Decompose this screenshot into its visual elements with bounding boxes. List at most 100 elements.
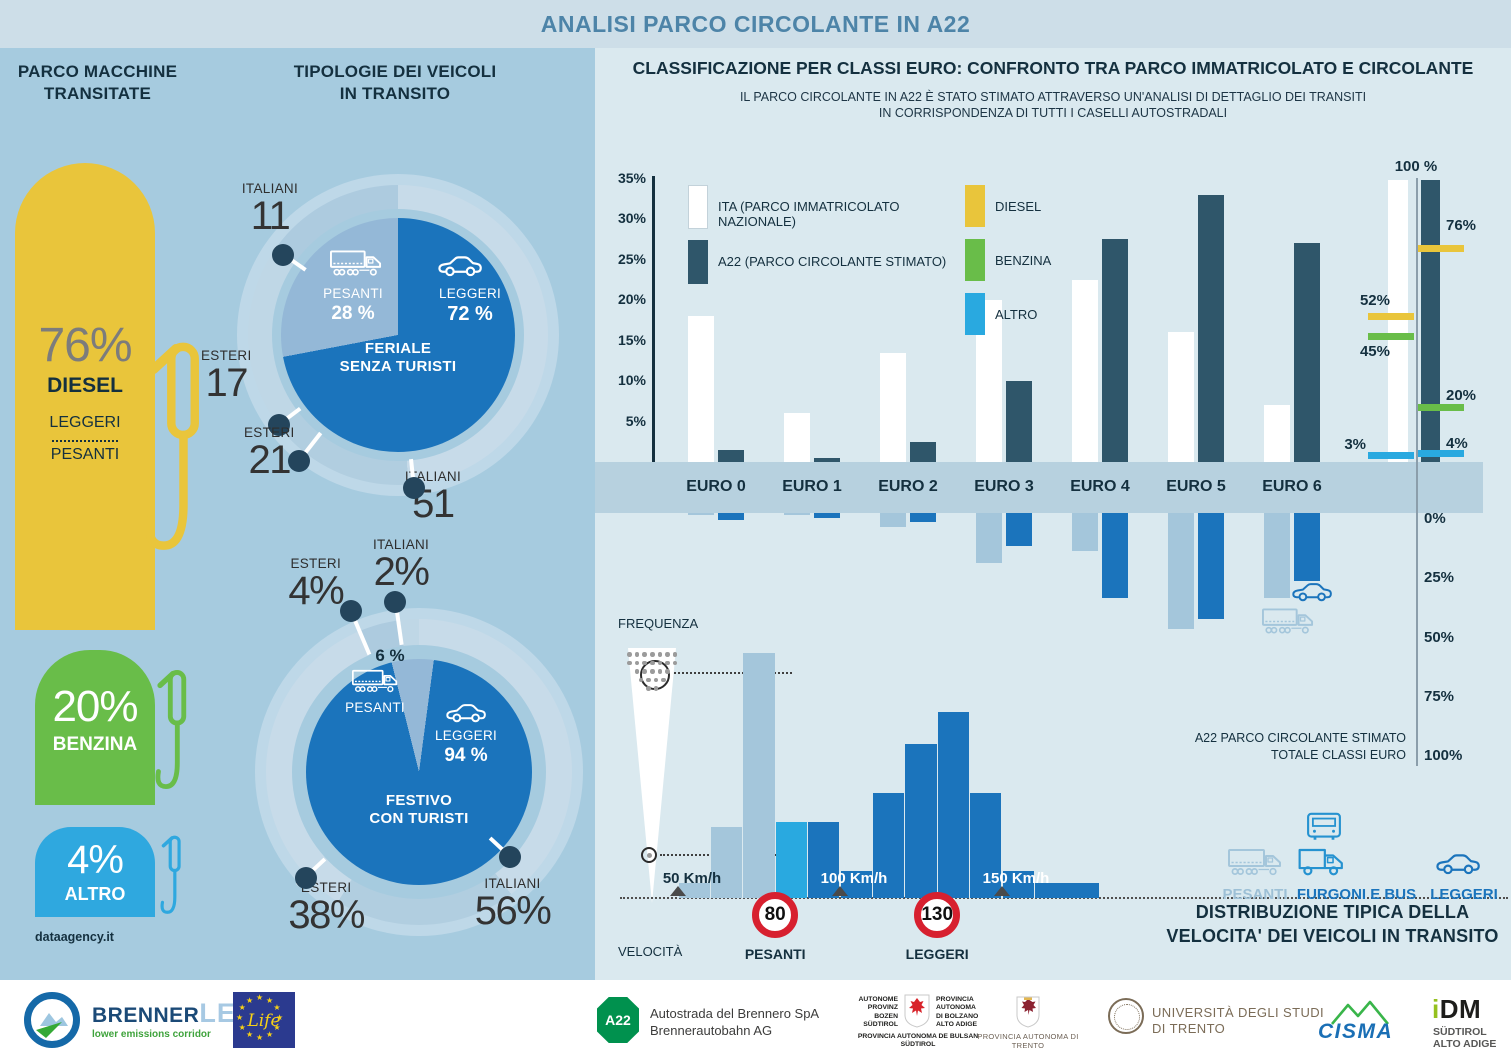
bar-ita	[880, 352, 906, 462]
festivo-pesanti-label: PESANTI	[345, 700, 405, 715]
brennerlec-logo-icon	[24, 992, 80, 1048]
speed-limit-sign: 130	[914, 892, 961, 938]
ring-segment-label: ESTERI 4%	[254, 556, 378, 612]
legend-pesanti-label: PESANTI	[1222, 886, 1288, 903]
bar-ita	[1264, 405, 1290, 462]
life-star-icon: ★	[273, 1003, 281, 1012]
life-star-icon: ★	[236, 1013, 244, 1022]
speed-title-line2: VELOCITA' DEI VEICOLI IN TRANSITO	[1166, 926, 1499, 946]
life-star-icon: ★	[256, 993, 264, 1002]
bar-down-leggeri	[814, 513, 840, 518]
ring-segment-value: 21	[248, 438, 292, 483]
ring-segment-value: 2%	[373, 549, 430, 594]
idm-sub-line2: ALTO ADIGE	[1433, 1038, 1497, 1050]
euro-category-label: EURO 1	[782, 478, 842, 495]
ring-segment-label: ESTERI 21	[207, 425, 331, 481]
euro-y-tick: 25%	[617, 250, 646, 267]
ring-segment-value: 51	[412, 482, 455, 527]
funnel-dot	[653, 677, 659, 683]
ring-segment-dot	[268, 413, 290, 436]
benzina-percent: 20%	[52, 682, 138, 731]
bar-down-pesanti	[1072, 513, 1098, 551]
ring-segment-name: ITALIANI	[372, 536, 430, 552]
divider-dotted	[52, 440, 118, 442]
legend-swatch	[965, 185, 985, 227]
funnel-dot	[650, 660, 655, 666]
ring-segment-label: ITALIANI 56%	[450, 876, 574, 932]
speed-bin	[775, 822, 808, 898]
funnel-dot	[627, 652, 632, 657]
life-star-icon: ★	[256, 1033, 264, 1042]
truck-icon	[330, 248, 382, 278]
bar-a22	[910, 441, 936, 462]
unitn-seal-icon	[1108, 998, 1144, 1034]
legend-leggeri-label: LEGGERI	[1430, 886, 1498, 903]
total-axis-line	[1416, 178, 1418, 766]
life-logo-word: Life	[247, 1011, 281, 1031]
bozen-shield-icon	[904, 994, 930, 1028]
magnifier-circle-bottom	[641, 847, 657, 863]
legend-swatch	[965, 239, 985, 281]
life-star-icon: ★	[246, 1030, 254, 1040]
euro-y-tick: 20%	[617, 291, 646, 307]
feriale-pesanti-label: PESANTI	[323, 286, 383, 301]
altro-percent: 4%	[67, 838, 124, 882]
legend-label: DIESEL	[995, 199, 1042, 214]
funnel-dot	[642, 652, 647, 657]
speed-bin	[678, 883, 710, 898]
ring-segment-dot	[288, 450, 311, 473]
legend-label: ALTRO	[995, 307, 1038, 322]
car-icon	[1292, 580, 1332, 604]
euro-y-tick: 30%	[617, 210, 646, 226]
ring-segment-dot	[384, 590, 407, 613]
brennerlec-logo-text: BRENNERLEC lower emissions corridor	[92, 998, 256, 1040]
speed-tick-label: 150 Km/h	[982, 870, 1050, 887]
speed-bin	[743, 653, 775, 898]
life-star-icon: ★	[238, 1003, 246, 1012]
diesel-pump-block	[15, 163, 155, 630]
bus-icon	[1306, 812, 1342, 841]
ring-segment-label: ITALIANI 51	[371, 469, 495, 525]
ring-segment-name: ESTERI	[244, 425, 295, 441]
bozen-bottom-text: PROVINCIA AUTONOMA DE BULSAN SÜDTIROL	[857, 1033, 979, 1049]
fuel-nozzle-icon	[153, 833, 191, 925]
trento-label: PROVINCIA AUTONOMA DI TRENTO	[977, 1032, 1079, 1050]
bar-down-leggeri	[1102, 513, 1128, 598]
euro-category-label: EURO 5	[1166, 478, 1226, 495]
festivo-leggeri-label: LEGGERI	[434, 728, 498, 743]
bar-ita	[1072, 279, 1098, 462]
speed-limit-vehicle-label: LEGGERI	[905, 946, 969, 962]
down-axis-label1: A22 PARCO CIRCOLANTE STIMATO	[1194, 731, 1406, 745]
ring-segment-name: ITALIANI	[241, 181, 299, 197]
speed-limit-vehicle-label: PESANTI	[744, 946, 806, 962]
car-icon	[1436, 852, 1480, 876]
ring-segment-label: ESTERI 38%	[264, 880, 388, 936]
funnel-dot	[657, 660, 663, 666]
bar-down-pesanti	[688, 513, 714, 516]
benzina-pump-block	[35, 650, 155, 805]
fuel-nozzle-icon	[150, 666, 196, 806]
diesel-label: DIESEL	[47, 374, 123, 397]
benzina-label: BENZINA	[52, 734, 138, 755]
fuel-marker-label: 3%	[1344, 436, 1366, 454]
euro-chart-subtitle2: IN CORRISPONDENZA DI TUTTI I CASELLI AUT…	[878, 106, 1228, 120]
bar-a22	[814, 457, 840, 462]
page-title: ANALISI PARCO CIRCOLANTE IN A22	[540, 11, 971, 37]
funnel-dot	[665, 660, 670, 666]
euro-axis-band	[595, 462, 1483, 513]
speed-title-line1: DISTRIBUZIONE TIPICA DELLA	[1195, 902, 1470, 922]
cisma-mountains-icon	[1331, 1000, 1390, 1025]
ring-segment-label: ITALIANI 2%	[339, 537, 463, 593]
funnel-dot	[634, 652, 640, 657]
funnel-dot	[653, 686, 659, 691]
down-axis-tick: 0%	[1424, 510, 1446, 527]
bar-ita	[688, 316, 714, 462]
ring-segment-label: ESTERI 17	[164, 348, 288, 404]
funnel-dot	[627, 660, 632, 666]
life-star-icon: ★	[266, 995, 274, 1005]
ring-segment-dot	[294, 866, 317, 889]
total-bar-a22	[1421, 180, 1440, 462]
diesel-sub-pesanti: PESANTI	[50, 446, 120, 463]
life-star-icon: ★	[238, 1023, 246, 1032]
life-eu-logo: Life ★ ★ ★ ★ ★ ★ ★ ★ ★ ★ ★ ★	[233, 992, 295, 1048]
